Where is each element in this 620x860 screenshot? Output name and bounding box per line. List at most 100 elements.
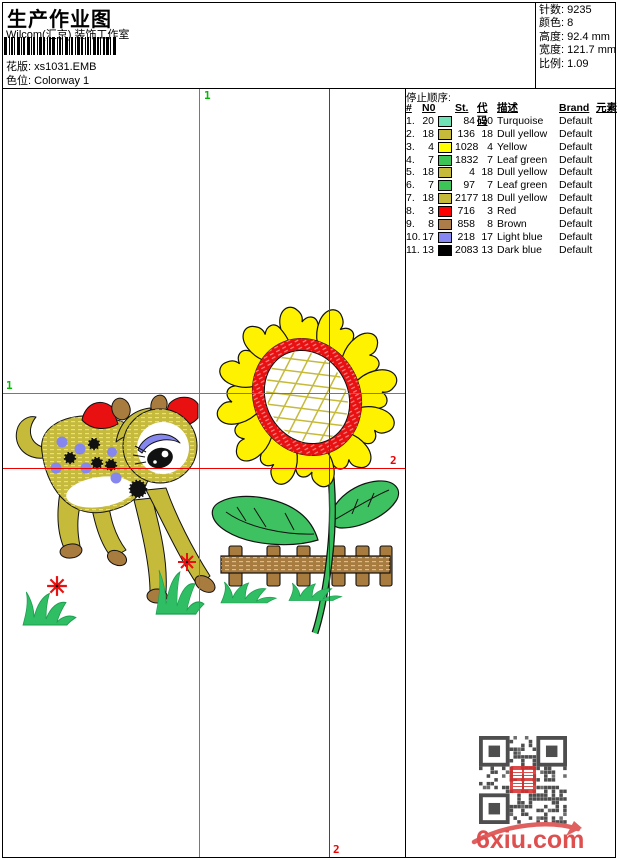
- color-swatch: [438, 141, 452, 153]
- col-brand: Brand: [559, 102, 590, 114]
- stop-number: 10.: [406, 230, 421, 243]
- stitch-count: 4: [469, 166, 475, 179]
- thread-brand: Default: [559, 179, 593, 192]
- stop-row-5: 5. 18 4 18 Dull yellow Default: [406, 166, 616, 179]
- design-width: 121.7 mm: [567, 44, 617, 57]
- color-swatch: [438, 154, 452, 166]
- thread-code: 18: [481, 192, 493, 205]
- stop-row-3: 3. 4 1028 4 Yellow Default: [406, 141, 616, 154]
- stitch-count: 97: [463, 179, 475, 192]
- col-stop: #: [406, 102, 412, 114]
- col-stitches: St.: [455, 102, 469, 114]
- colorway-value: Colorway 1: [34, 75, 90, 87]
- color-count: 8: [567, 17, 574, 30]
- design-stats: 针数: 9235 颜色: 8 高度: 92.4 mm 宽度: 121.7 mm …: [539, 4, 616, 71]
- thread-brand: Default: [559, 192, 593, 205]
- stitch-count: 2177: [455, 192, 479, 205]
- color-description: Dull yellow: [497, 192, 548, 205]
- col-elements: 元素: [596, 102, 617, 114]
- stop-row-1: 1. 20 84 20 Turquoise Default: [406, 115, 616, 128]
- color-swatch: [438, 244, 452, 256]
- sunflower-left-leaf: [211, 495, 319, 546]
- needle-number: 7: [428, 179, 434, 192]
- header-separator: [2, 88, 615, 89]
- thread-code: 3: [487, 205, 493, 218]
- color-swatch: [438, 115, 452, 127]
- stop-number: 8.: [406, 205, 415, 218]
- col-description: 描述: [497, 102, 518, 114]
- end-marker-right: 2: [390, 454, 397, 467]
- start-guide-vertical: [199, 89, 200, 857]
- stitch-count: 9235: [567, 4, 592, 16]
- color-count-line: 颜色: 8: [539, 17, 574, 30]
- end-guide-horizontal: [3, 468, 405, 469]
- stop-sequence-title: 停止顺序:: [406, 92, 451, 104]
- sunflower-right-leaf: [329, 480, 400, 529]
- thread-brand: Default: [559, 140, 593, 153]
- watermark-site: 6xiu.com: [476, 826, 585, 854]
- stop-row-9: 9. 8 858 8 Brown Default: [406, 218, 616, 231]
- stop-row-6: 6. 7 97 7 Leaf green Default: [406, 179, 616, 192]
- stop-number: 1.: [406, 114, 415, 127]
- design-scale: 1.09: [567, 57, 589, 70]
- color-swatch: [438, 206, 452, 218]
- thread-code: 4: [487, 140, 493, 153]
- color-description: Dull yellow: [497, 127, 548, 140]
- scale-line: 比例: 1.09: [539, 57, 589, 70]
- stop-number: 2.: [406, 127, 415, 140]
- stitch-count: 716: [457, 205, 475, 218]
- color-description: Leaf green: [497, 179, 548, 192]
- stop-row-2: 2. 18 136 18 Dull yellow Default: [406, 128, 616, 141]
- deer-motif: [15, 394, 216, 604]
- col-code: 代码: [477, 102, 488, 127]
- stitch-count-line: 针数: 9235: [539, 4, 592, 16]
- thread-code: 17: [481, 230, 493, 243]
- color-swatch: [438, 193, 452, 205]
- thread-brand: Default: [559, 166, 593, 179]
- color-description: Leaf green: [497, 153, 548, 166]
- thread-brand: Default: [559, 114, 593, 127]
- needle-number: 18: [422, 166, 434, 179]
- thread-code: 7: [487, 153, 493, 166]
- thread-code: 20: [481, 114, 493, 127]
- sunflower-motif: [211, 305, 400, 635]
- thread-brand: Default: [559, 205, 593, 218]
- needle-number: 18: [422, 127, 434, 140]
- color-swatch: [438, 219, 452, 231]
- header-divider: [535, 2, 536, 88]
- needle-number: 13: [422, 243, 434, 256]
- stop-row-11: 11. 13 2083 13 Dark blue Default: [406, 244, 616, 257]
- start-marker-left: 1: [6, 379, 13, 392]
- needle-number: 4: [428, 140, 434, 153]
- design-file-label: 花版:: [6, 61, 32, 73]
- thread-brand: Default: [559, 218, 593, 231]
- thread-brand: Default: [559, 127, 593, 140]
- stop-number: 4.: [406, 153, 415, 166]
- design-file-line: 花版: xs1031.EMB: [6, 58, 97, 74]
- panel-divider: [405, 89, 406, 857]
- design-height: 92.4 mm: [567, 30, 610, 43]
- colorway-line: 色位: Colorway 1: [6, 72, 89, 88]
- color-swatch: [438, 180, 452, 192]
- fence: [220, 545, 393, 587]
- thread-code: 13: [481, 243, 493, 256]
- color-description: Dark blue: [497, 243, 542, 256]
- stop-number: 3.: [406, 140, 415, 153]
- red-seal-stamp: [510, 766, 536, 793]
- end-guide-vertical: [329, 89, 330, 857]
- needle-number: 3: [428, 205, 434, 218]
- stop-number: 5.: [406, 166, 415, 179]
- color-description: Red: [497, 205, 517, 218]
- stop-number: 11.: [406, 243, 420, 256]
- thread-brand: Default: [559, 243, 593, 256]
- stop-number: 6.: [406, 179, 415, 192]
- watermark-swoosh: [471, 821, 582, 845]
- color-swatch: [438, 128, 452, 140]
- deer-black-spots: [63, 437, 148, 499]
- color-swatch: [438, 167, 452, 179]
- stitch-count: 218: [457, 230, 475, 243]
- needle-number: 7: [428, 153, 434, 166]
- needle-number: 8: [428, 218, 434, 231]
- height-line: 高度: 92.4 mm: [539, 30, 610, 43]
